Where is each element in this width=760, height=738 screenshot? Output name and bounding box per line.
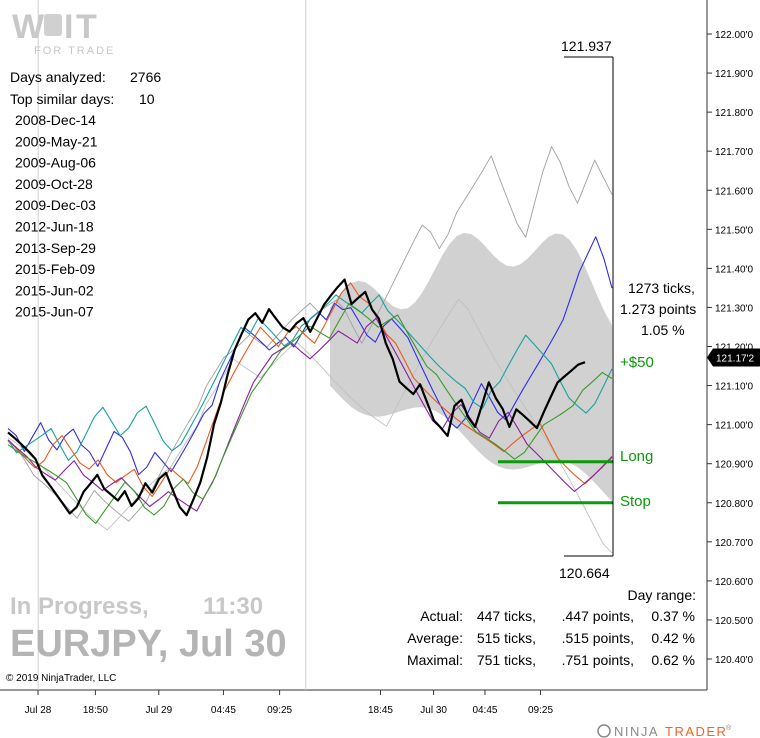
top-similar-value: 10 <box>139 91 155 107</box>
brand-reg: ® <box>726 724 732 732</box>
projection-high-label: 121.937 <box>561 38 612 54</box>
brand-trader: TRADER <box>665 724 727 738</box>
x-tick-label: 18:45 <box>368 705 393 716</box>
x-tick-label: 04:45 <box>211 705 236 716</box>
projection-annotations: 121.937 120.664 1273 ticks, 1.273 points… <box>559 38 696 581</box>
y-tick-label: 120.40'0 <box>715 655 753 666</box>
copyright: © 2019 NinjaTrader, LLC <box>6 673 116 684</box>
day-range-cell: .447 points, <box>562 608 634 624</box>
similar-days-list: 2008-Dec-14 2009-May-21 2009-Aug-06 2009-Oc… <box>15 112 98 320</box>
similar-day-item: 2015-Jun-02 <box>15 282 94 298</box>
status-watermark: In Progress, 11:30 EURJPY, Jul 30 <box>10 593 287 665</box>
y-tick-label: 120.70'0 <box>715 538 753 549</box>
range-points-label: 1.273 points <box>620 301 696 317</box>
logo-subtitle: FOR TRADE <box>34 45 115 57</box>
day-range-cell: Average: <box>407 630 463 646</box>
current-price-marker <box>707 348 760 367</box>
series-layer <box>7 146 613 554</box>
day-range-cell: .751 points, <box>562 652 634 668</box>
similar-day-item: 2009-May-21 <box>15 133 98 149</box>
day-range-cell: 0.42 % <box>651 630 695 646</box>
long-label: Long <box>620 448 653 465</box>
stop-label: Stop <box>620 493 651 510</box>
days-analyzed-label: Days analyzed: <box>10 69 106 85</box>
y-tick-label: 121.40'0 <box>715 264 753 275</box>
day-range-rows: Actual: 447 ticks, .447 points, 0.37 % Avera… <box>407 608 695 668</box>
day-range-cell: Actual: <box>420 608 463 624</box>
time-axis: Jul 28 18:50 Jul 29 04:45 09:25 18:45 Jul 30 04… <box>25 690 553 716</box>
day-range-block: Day range: Actual: 447 ticks, .447 points,… <box>407 587 696 668</box>
logo-icon <box>44 14 62 36</box>
y-tick-label: 121.70'0 <box>715 147 753 158</box>
ninjatrader-brand: NINJA TRADER ® <box>597 724 732 738</box>
projection-band-fill <box>330 232 612 502</box>
session-dividers <box>37 0 307 690</box>
series-line <box>7 294 613 461</box>
similar-day-item: 2013-Sep-29 <box>15 240 96 256</box>
x-tick-label: Jul 30 <box>420 705 447 716</box>
profit-label: +$50 <box>620 354 654 371</box>
series-line <box>7 298 613 554</box>
x-tick-label: 18:50 <box>83 705 108 716</box>
similar-day-item: 2012-Jun-18 <box>15 219 94 235</box>
brand-ninja: NINJA <box>614 724 659 738</box>
price-axis: 122.00'0 121.90'0 121.80'0 121.70'0 121.60'0… <box>707 30 760 666</box>
series-line <box>7 303 613 525</box>
day-range-cell: 515 ticks, <box>477 630 536 646</box>
x-tick-label: Jul 28 <box>25 705 52 716</box>
x-tick-label: 04:45 <box>472 705 497 716</box>
y-tick-label: 121.60'0 <box>715 186 753 197</box>
projection-band <box>330 232 612 502</box>
y-tick-label: 121.80'0 <box>715 108 753 119</box>
day-range-cell: 0.62 % <box>651 652 695 668</box>
range-percent-label: 1.05 % <box>641 322 685 338</box>
x-tick-label: Jul 29 <box>145 705 172 716</box>
day-range-title: Day range: <box>628 587 696 603</box>
y-tick-label: 121.00'0 <box>715 421 753 432</box>
info-block: Days analyzed: 2766 Top similar days: 10… <box>10 69 161 320</box>
x-tick-label: 09:25 <box>267 705 292 716</box>
similar-day-item: 2009-Aug-06 <box>15 155 96 171</box>
y-tick-label: 120.50'0 <box>715 616 753 627</box>
series-line <box>7 282 613 498</box>
day-range-cell: .515 points, <box>562 630 634 646</box>
ninja-logo-icon <box>597 724 611 738</box>
level-lines <box>498 460 613 505</box>
y-tick-label: 120.90'0 <box>715 460 753 471</box>
series-line <box>7 278 586 517</box>
status-progress: In Progress, <box>10 593 149 620</box>
day-range-cell: 751 ticks, <box>477 652 536 668</box>
top-similar-label: Top similar days: <box>10 91 114 107</box>
current-price-label: 121.17'2 <box>716 353 754 364</box>
logo: W I T FOR TRADE <box>12 8 115 57</box>
logo-letter-t: T <box>76 8 97 46</box>
logo-letter-i: I <box>64 8 73 46</box>
logo-mark: W <box>12 8 45 46</box>
range-ticks-label: 1273 ticks, <box>628 280 695 296</box>
day-range-cell: Maximal: <box>407 652 463 668</box>
status-time: 11:30 <box>203 593 263 620</box>
similar-day-item: 2015-Feb-09 <box>15 261 95 277</box>
projection-low-label: 120.664 <box>559 565 610 581</box>
y-tick-label: 122.00'0 <box>715 30 753 41</box>
similar-day-item: 2009-Dec-03 <box>15 197 96 213</box>
y-tick-label: 121.30'0 <box>715 303 753 314</box>
days-analyzed-value: 2766 <box>130 69 161 85</box>
y-tick-label: 120.80'0 <box>715 499 753 510</box>
similar-day-item: 2008-Dec-14 <box>15 112 96 128</box>
similar-day-item: 2009-Oct-28 <box>15 176 93 192</box>
y-tick-label: 121.90'0 <box>715 69 753 80</box>
y-tick-label: 121.20'0 <box>715 343 753 354</box>
day-range-cell: 447 ticks, <box>477 608 536 624</box>
similar-day-item: 2015-Jun-07 <box>15 304 94 320</box>
series-line <box>7 317 613 512</box>
instrument-title: EURJPY, Jul 30 <box>10 623 287 665</box>
y-tick-label: 120.60'0 <box>715 577 753 588</box>
day-range-cell: 0.37 % <box>651 608 695 624</box>
y-tick-label: 121.50'0 <box>715 225 753 236</box>
x-tick-label: 09:25 <box>528 705 553 716</box>
y-tick-label: 121.10'0 <box>715 382 753 393</box>
